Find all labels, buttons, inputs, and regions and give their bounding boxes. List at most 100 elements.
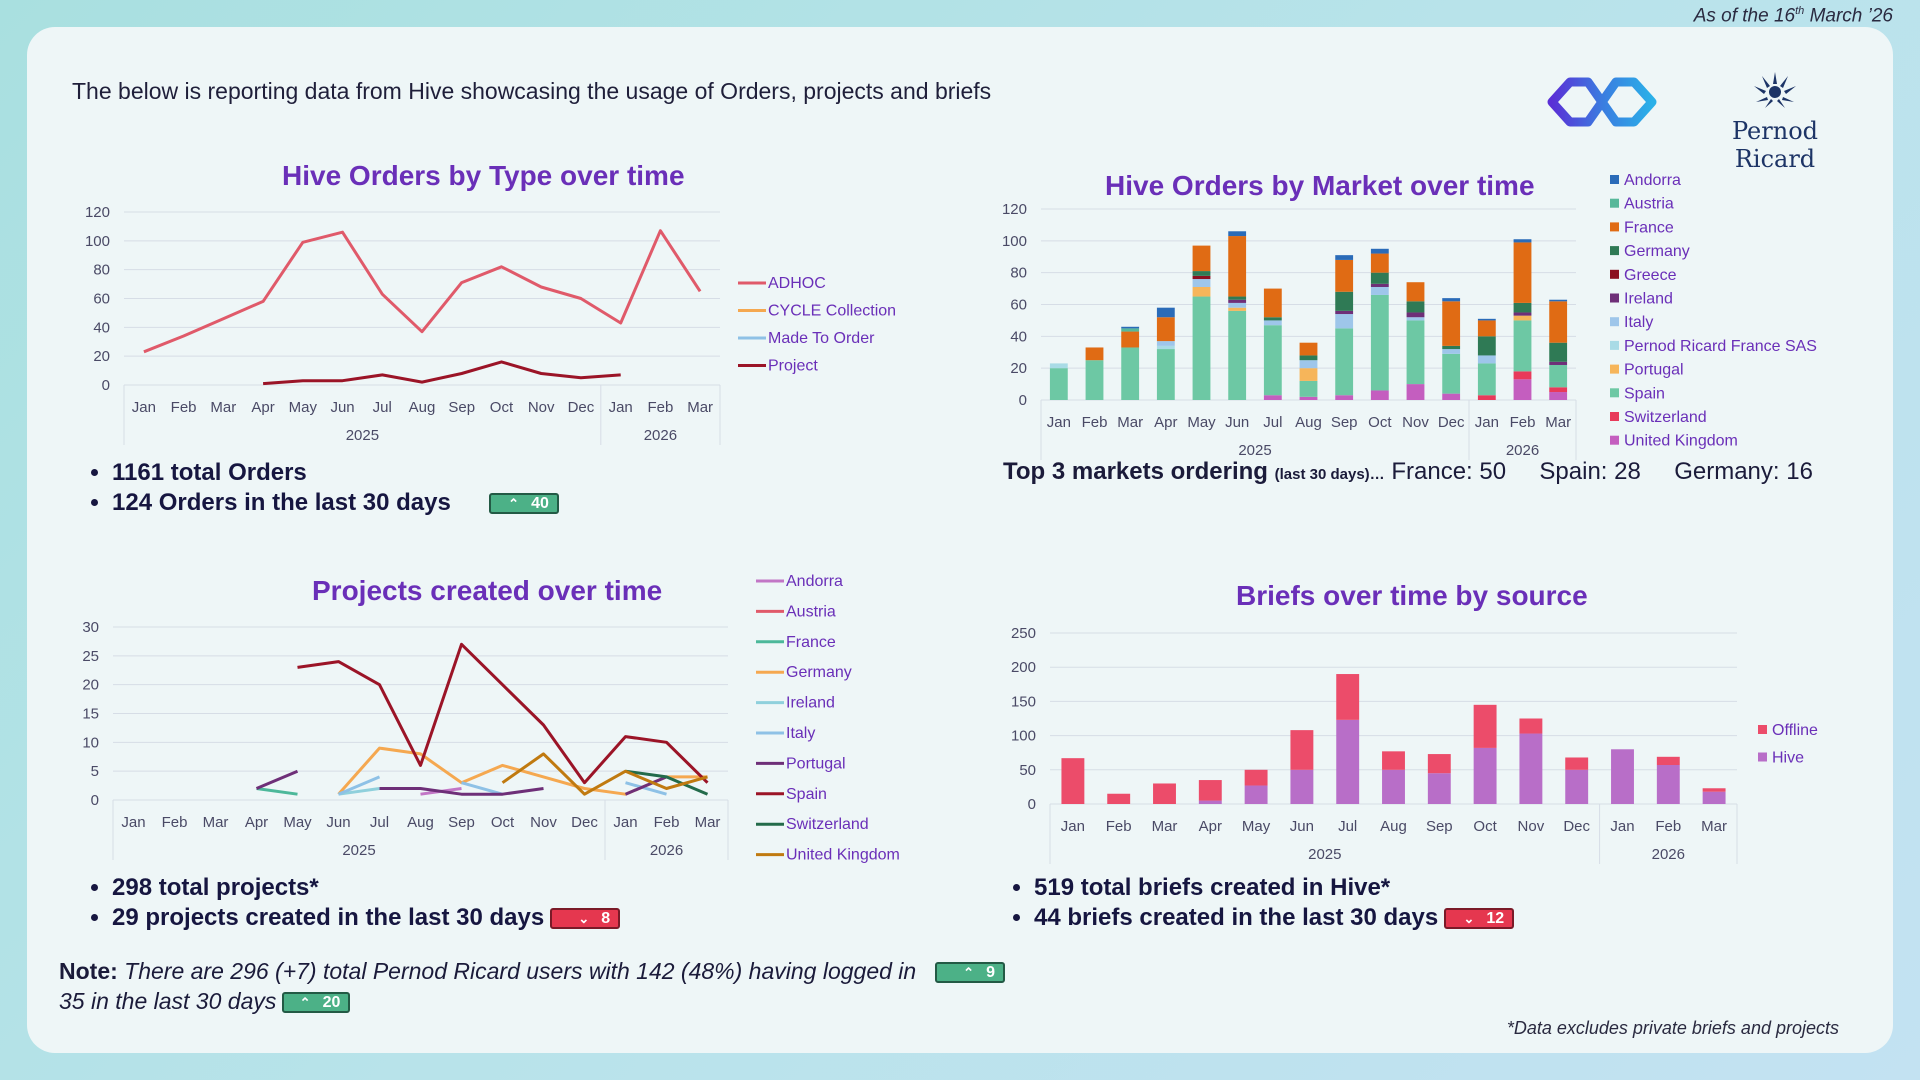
bar-segment-france (1085, 347, 1104, 361)
bar-segment-offline (1427, 754, 1451, 774)
series-line-portugal (255, 769, 299, 790)
briefs-change-badge: ⌄ 12 (1444, 908, 1515, 930)
legend-swatch (1758, 752, 1767, 762)
series-line-italy (337, 775, 381, 796)
x-tick-label: Feb (1082, 414, 1108, 431)
legend-label: Project (768, 358, 818, 375)
x-tick-label: Dec (571, 814, 598, 831)
bar-segment-offline (1656, 756, 1680, 766)
bar-segment-spain (1263, 325, 1282, 396)
legend-label: Germany (1624, 243, 1690, 260)
chevron-down-icon: ⌄ (1463, 910, 1475, 926)
x-tick-label: Feb (647, 399, 673, 416)
legend-label: Hive (1772, 750, 1804, 767)
bar-segment-offline (1519, 718, 1543, 734)
y-tick-label: 250 (1011, 625, 1036, 642)
bar-segment-pernod-ricard-france-sas (1156, 345, 1175, 350)
series-line-portugal (379, 787, 544, 796)
y-tick-label: 0 (102, 377, 110, 394)
bar-segment-ireland (1406, 312, 1425, 318)
series-line-adhoc (143, 229, 702, 354)
y-tick-label: 120 (1002, 201, 1027, 218)
footnote: *Data excludes private briefs and projec… (1506, 1018, 1839, 1038)
legend-swatch (1610, 222, 1619, 232)
orders-type-title: Hive Orders by Type over time (282, 160, 685, 191)
bar-segment-offline (1244, 769, 1268, 786)
x-tick-label: May (283, 814, 312, 831)
bar-segment-france (1299, 342, 1318, 356)
x-tick-label: Dec (1563, 818, 1590, 835)
bar-segment-hive (1611, 749, 1634, 804)
legend-swatch (1610, 388, 1619, 398)
legend-label: Ireland (786, 695, 835, 712)
users-change-badge: ⌃ 9 (934, 962, 1005, 984)
bar-segment-united-kingdom (1299, 396, 1318, 400)
pernod-ricard-mark-icon (1754, 72, 1796, 108)
bar-segment-germany (1299, 355, 1318, 361)
y-tick-label: 60 (93, 291, 110, 308)
bar-segment-hive (1336, 719, 1360, 804)
x-tick-label: Feb (1510, 414, 1536, 431)
chevron-up-icon: ⌃ (963, 964, 975, 980)
projects-title: Projects created over time (312, 575, 663, 606)
bar-segment-united-kingdom (1513, 379, 1532, 400)
year-label: 2026 (1652, 846, 1685, 863)
x-tick-label: Aug (407, 814, 434, 831)
x-tick-label: May (1187, 414, 1216, 431)
bar-segment-spain (1477, 363, 1496, 396)
bar-segment-offline (1061, 758, 1085, 804)
bar-segment-hive (1427, 773, 1451, 804)
bar-segment-hive (1198, 800, 1222, 804)
bar-segment-germany (1549, 342, 1568, 362)
legend-label: CYCLE Collection (768, 303, 896, 320)
legend-label: Pernod Ricard France SAS (1624, 338, 1817, 355)
bar-segment-switzerland (1513, 371, 1532, 380)
bar-segment-germany (1477, 336, 1496, 356)
x-tick-label: Sep (1331, 414, 1358, 431)
legend-label: Spain (786, 786, 827, 803)
bar-segment-spain (1049, 368, 1068, 400)
bar-segment-switzerland (1549, 387, 1568, 393)
bar-segment-united-kingdom (1549, 392, 1568, 400)
legend-label: Portugal (1624, 362, 1684, 379)
bar-segment-france (1370, 253, 1389, 273)
bar-segment-italy (1335, 314, 1354, 329)
legend-label: Italy (786, 725, 815, 742)
orders-total: 1161 total Orders (112, 458, 559, 488)
bar-segment-portugal (1192, 286, 1211, 297)
projects-total: 298 total projects* (112, 873, 620, 903)
x-tick-label: Oct (1368, 414, 1392, 431)
y-tick-label: 0 (1028, 796, 1036, 813)
x-tick-label: Feb (171, 399, 197, 416)
legend-swatch (1610, 340, 1619, 350)
bar-segment-france (1335, 259, 1354, 292)
bar-segment-germany (1192, 271, 1211, 276)
bar-segment-offline (1336, 674, 1360, 720)
bar-segment-spain (1549, 364, 1568, 388)
legend-label: Germany (786, 664, 852, 681)
bar-segment-spain (1513, 320, 1532, 372)
legend-label: Andorra (786, 573, 843, 590)
bar-segment-andorra (1335, 255, 1354, 260)
orders-change-badge: ⌃ 40 (488, 493, 559, 515)
bar-segment-united-kingdom (1335, 395, 1354, 400)
y-tick-label: 20 (82, 677, 99, 694)
x-tick-label: Mar (203, 814, 229, 831)
bar-segment-spain (1085, 360, 1104, 400)
bar-segment-italy (1442, 349, 1461, 354)
legend-swatch (1758, 725, 1767, 734)
x-tick-label: Feb (654, 814, 680, 831)
bar-segment-offline (1565, 757, 1589, 770)
bar-segment-italy (1370, 286, 1389, 295)
briefs-summary: 519 total briefs created in Hive* 44 bri… (1006, 873, 1515, 933)
x-tick-label: Jan (613, 814, 637, 831)
bar-segment-hive (1565, 769, 1589, 804)
bar-segment-ireland (1513, 312, 1532, 316)
x-tick-label: Nov (530, 814, 557, 831)
bar-segment-andorra (1549, 299, 1568, 302)
bar-segment-portugal (1299, 368, 1318, 381)
top-market-3: Germany: 16 (1674, 458, 1813, 485)
bar-segment-spain (1228, 310, 1247, 400)
bar-segment-germany (1263, 317, 1282, 321)
